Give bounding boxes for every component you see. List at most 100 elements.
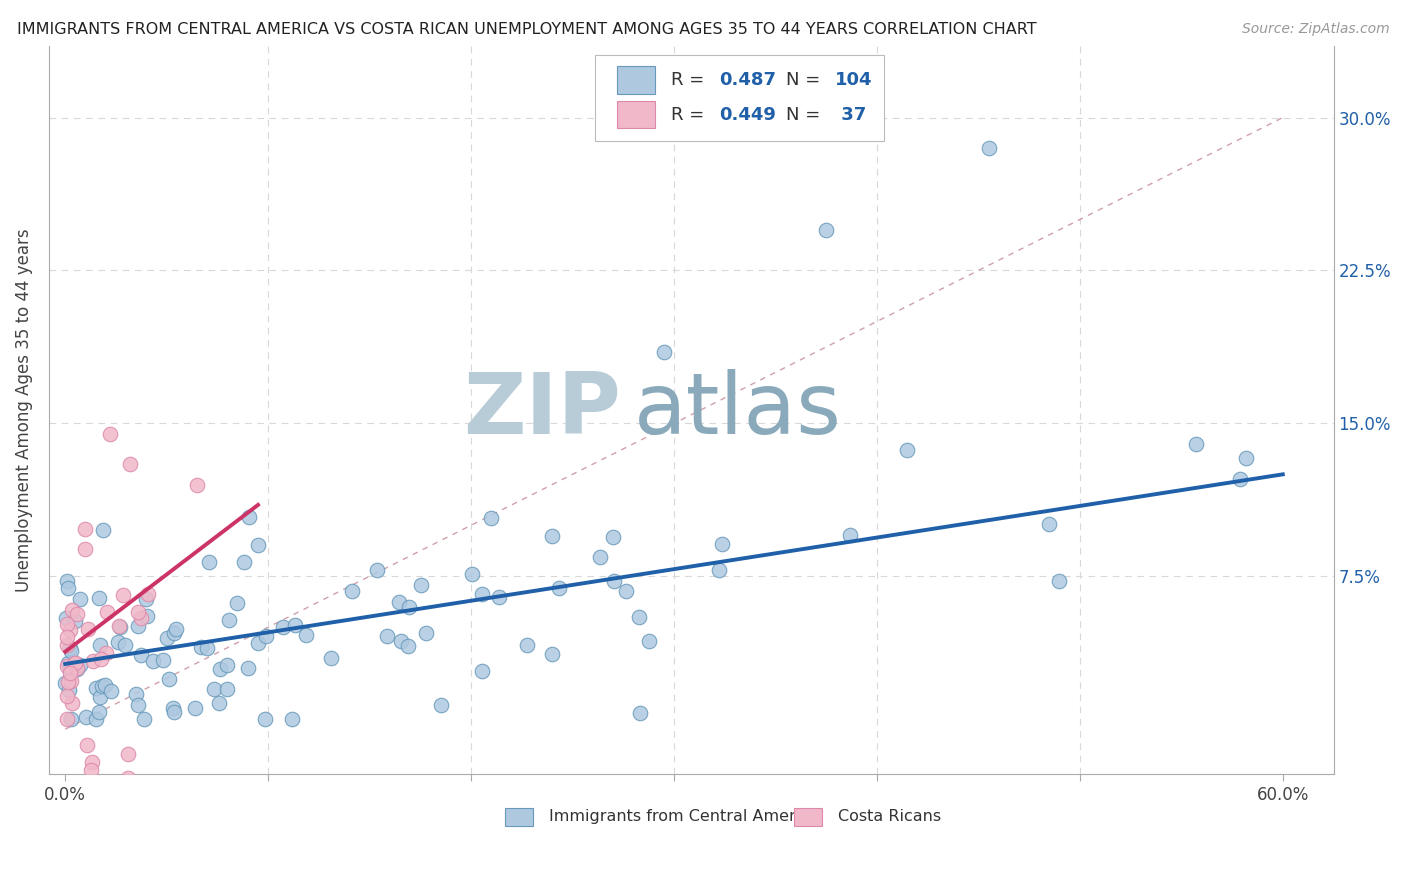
- Point: [603, 574, 626, 588]
- Point: [127, 698, 149, 712]
- Text: ZIP: ZIP: [463, 368, 620, 451]
- Point: [100, 684, 122, 698]
- Point: [56, 574, 79, 589]
- Text: N =: N =: [786, 70, 827, 88]
- Point: [588, 549, 610, 564]
- Point: [82, 755, 104, 769]
- Point: [602, 530, 624, 544]
- Point: [709, 563, 731, 577]
- Point: [55, 611, 77, 625]
- Point: [238, 661, 260, 675]
- Text: Source: ZipAtlas.com: Source: ZipAtlas.com: [1241, 22, 1389, 37]
- Point: [217, 658, 239, 673]
- Point: [120, 457, 142, 471]
- Point: [56, 656, 79, 670]
- Point: [127, 606, 149, 620]
- Point: [94, 646, 117, 660]
- Point: [540, 529, 562, 543]
- Point: [134, 712, 156, 726]
- Point: [190, 640, 212, 655]
- Point: [271, 620, 294, 634]
- Point: [142, 654, 165, 668]
- Point: [977, 141, 1000, 155]
- Point: [58, 581, 80, 595]
- Point: [110, 620, 132, 634]
- Point: [198, 555, 221, 569]
- Point: [815, 223, 838, 237]
- Point: [60, 696, 83, 710]
- Point: [1038, 516, 1060, 531]
- Point: [60, 674, 83, 689]
- Point: [56, 689, 79, 703]
- Point: [89, 638, 111, 652]
- Point: [117, 747, 139, 761]
- Text: 0.487: 0.487: [720, 70, 776, 88]
- Text: 37: 37: [835, 105, 866, 124]
- Point: [342, 584, 364, 599]
- Point: [56, 658, 79, 673]
- Point: [710, 536, 733, 550]
- Point: [461, 567, 484, 582]
- Point: [114, 638, 136, 652]
- Point: [111, 779, 134, 793]
- Point: [59, 664, 82, 678]
- Point: [56, 638, 79, 652]
- Point: [319, 651, 342, 665]
- Point: [84, 712, 107, 726]
- Point: [90, 652, 112, 666]
- Point: [93, 523, 115, 537]
- Point: [218, 613, 240, 627]
- Point: [89, 690, 111, 705]
- FancyBboxPatch shape: [595, 55, 884, 141]
- Point: [1047, 574, 1070, 589]
- Bar: [617, 101, 655, 128]
- Point: [195, 640, 218, 655]
- Text: 0.449: 0.449: [720, 105, 776, 124]
- Point: [63, 657, 86, 671]
- Point: [135, 591, 157, 606]
- Point: [396, 639, 419, 653]
- Point: [94, 678, 117, 692]
- Point: [388, 594, 411, 608]
- Point: [59, 641, 82, 656]
- Bar: [505, 807, 533, 826]
- Point: [129, 648, 152, 662]
- Point: [108, 618, 131, 632]
- Point: [112, 588, 135, 602]
- Point: [165, 622, 187, 636]
- Point: [389, 634, 412, 648]
- Y-axis label: Unemployment Among Ages 35 to 44 years: Unemployment Among Ages 35 to 44 years: [15, 228, 32, 592]
- Point: [838, 527, 860, 541]
- Point: [117, 771, 139, 785]
- Point: [65, 656, 87, 670]
- Point: [628, 706, 651, 720]
- Point: [80, 763, 103, 777]
- Point: [69, 657, 91, 672]
- Point: [208, 697, 231, 711]
- Point: [125, 687, 148, 701]
- Text: 104: 104: [835, 70, 873, 88]
- Point: [1234, 451, 1257, 466]
- Point: [238, 510, 260, 524]
- Point: [254, 629, 277, 643]
- Point: [226, 595, 249, 609]
- Point: [65, 661, 87, 675]
- Point: [280, 712, 302, 726]
- Point: [1229, 472, 1251, 486]
- Point: [284, 617, 307, 632]
- Point: [90, 679, 112, 693]
- Point: [56, 675, 79, 690]
- Text: Costa Ricans: Costa Ricans: [838, 809, 941, 824]
- Point: [76, 739, 98, 753]
- Point: [59, 623, 82, 637]
- Point: [186, 477, 208, 491]
- Point: [409, 578, 432, 592]
- Point: [398, 599, 420, 614]
- Point: [69, 592, 91, 607]
- Point: [471, 586, 494, 600]
- Point: [136, 587, 159, 601]
- Point: [75, 522, 97, 536]
- Point: [163, 705, 186, 719]
- Bar: [617, 66, 655, 94]
- Point: [87, 706, 110, 720]
